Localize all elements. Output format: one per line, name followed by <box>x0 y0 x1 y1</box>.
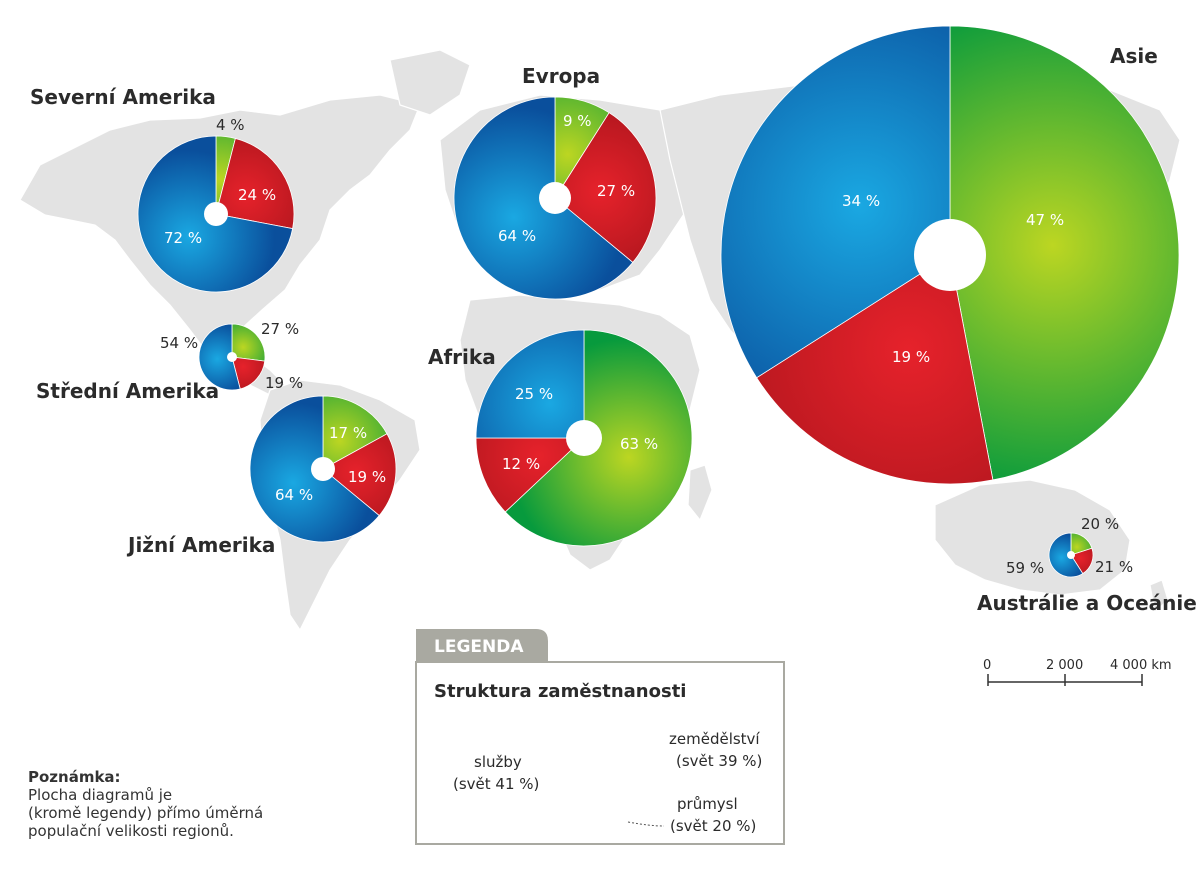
region-label-afrika: Afrika <box>428 345 496 369</box>
pct-ca-agriculture: 27 % <box>261 320 299 338</box>
pct-au-services: 59 % <box>1006 559 1044 577</box>
pie-evropa-hole <box>539 182 571 214</box>
pie-stredni-amerika-services-slice <box>198 323 241 391</box>
legend-services-world: (svět 41 %) <box>453 775 539 793</box>
pct-eu-agriculture: 9 % <box>563 112 592 130</box>
pct-eu-services: 64 % <box>498 227 536 245</box>
legend-agriculture-world: (svět 39 %) <box>676 752 762 770</box>
pie-afrika-industry-slice <box>475 437 586 513</box>
scale-label-0: 0 <box>983 658 991 673</box>
pie-australie <box>1048 532 1094 578</box>
pie-jizni-amerika-industry-slice <box>322 433 397 517</box>
pct-na-services: 72 % <box>164 229 202 247</box>
australia-land <box>934 479 1131 596</box>
region-label-evropa: Evropa <box>522 64 600 88</box>
pct-as-services: 34 % <box>842 192 880 210</box>
legend-services-label: služby <box>474 753 522 771</box>
pie-afrika <box>475 329 693 547</box>
pct-au-industry: 21 % <box>1095 558 1133 576</box>
scale-label-4000: 4 000 km <box>1110 658 1172 673</box>
legend-box <box>415 661 785 845</box>
madagascar-land <box>687 464 713 522</box>
pct-ca-services: 54 % <box>160 334 198 352</box>
pie-asie-industry-slice <box>756 254 994 485</box>
pie-jizni-amerika-agriculture-slice <box>322 395 388 470</box>
region-label-australie: Austrálie a Oceánie <box>977 591 1197 615</box>
new-zealand-land <box>1149 579 1169 614</box>
region-label-severni-amerika: Severní Amerika <box>30 85 216 109</box>
pct-af-services: 25 % <box>515 385 553 403</box>
pie-stredni-amerika-industry-slice <box>231 356 266 390</box>
note-line-2: (kromě legendy) přímo úměrná <box>28 804 264 822</box>
pie-stredni-amerika <box>198 323 266 391</box>
legend-industry-leader <box>627 821 665 827</box>
pct-au-agriculture: 20 % <box>1081 515 1119 533</box>
pie-severni-amerika <box>137 135 295 293</box>
pie-severni-amerika-industry-slice <box>215 137 295 230</box>
pct-sa-agriculture: 17 % <box>329 424 367 442</box>
pct-sa-services: 64 % <box>275 486 313 504</box>
legend-tab-label: LEGENDA <box>434 637 524 657</box>
pie-asie-services-slice <box>720 25 951 379</box>
pct-na-industry: 24 % <box>238 186 276 204</box>
pct-af-industry: 12 % <box>502 455 540 473</box>
pie-asie-agriculture-slice <box>949 25 1180 481</box>
legend-title: Struktura zaměstnanosti <box>434 681 686 702</box>
legend-agriculture-label: zemědělství <box>669 730 760 748</box>
pct-as-industry: 19 % <box>892 348 930 366</box>
pie-stredni-amerika-agriculture-slice <box>231 323 266 362</box>
legend: LEGENDA Struktura zaměstnanosti služby (… <box>415 629 785 845</box>
employment-pies <box>137 25 1180 822</box>
note-line-1: Plocha diagramů je <box>28 786 173 804</box>
region-label-jizni-amerika: Jižní Amerika <box>126 533 275 557</box>
pie-jizni-amerika <box>249 395 397 543</box>
legend-industry-label: průmysl <box>677 795 738 813</box>
region-label-asie: Asie <box>1110 44 1158 68</box>
pie-afrika-services-slice <box>475 329 585 439</box>
scale-label-2000: 2 000 <box>1046 658 1083 673</box>
pie-jizni-amerika-hole <box>311 457 335 481</box>
pct-sa-industry: 19 % <box>348 468 386 486</box>
legend-tab <box>416 629 548 662</box>
pie-evropa-industry-slice <box>554 112 657 263</box>
pie-evropa <box>453 96 657 300</box>
scale-bar: 0 2 000 4 000 km <box>983 658 1172 686</box>
pct-na-agriculture: 4 % <box>216 116 245 134</box>
pie-asie-hole <box>914 219 986 291</box>
pct-as-agriculture: 47 % <box>1026 211 1064 229</box>
legend-industry-world: (svět 20 %) <box>670 817 756 835</box>
pie-australie-hole <box>1067 551 1075 559</box>
note-title: Poznámka: <box>28 768 121 786</box>
pie-stredni-amerika-hole <box>227 352 237 362</box>
pie-australie-services-slice <box>1048 532 1084 578</box>
pie-asie <box>720 25 1180 485</box>
pct-ca-industry: 19 % <box>265 374 303 392</box>
pie-afrika-hole <box>566 420 602 456</box>
pie-severni-amerika-hole <box>204 202 228 226</box>
pct-af-agriculture: 63 % <box>620 435 658 453</box>
region-label-stredni-amerika: Střední Amerika <box>36 379 219 403</box>
note: Poznámka: Plocha diagramů je (kromě lege… <box>28 768 328 840</box>
pct-eu-industry: 27 % <box>597 182 635 200</box>
greenland-land <box>389 49 471 116</box>
note-line-3: populační velikosti regionů. <box>28 822 234 840</box>
